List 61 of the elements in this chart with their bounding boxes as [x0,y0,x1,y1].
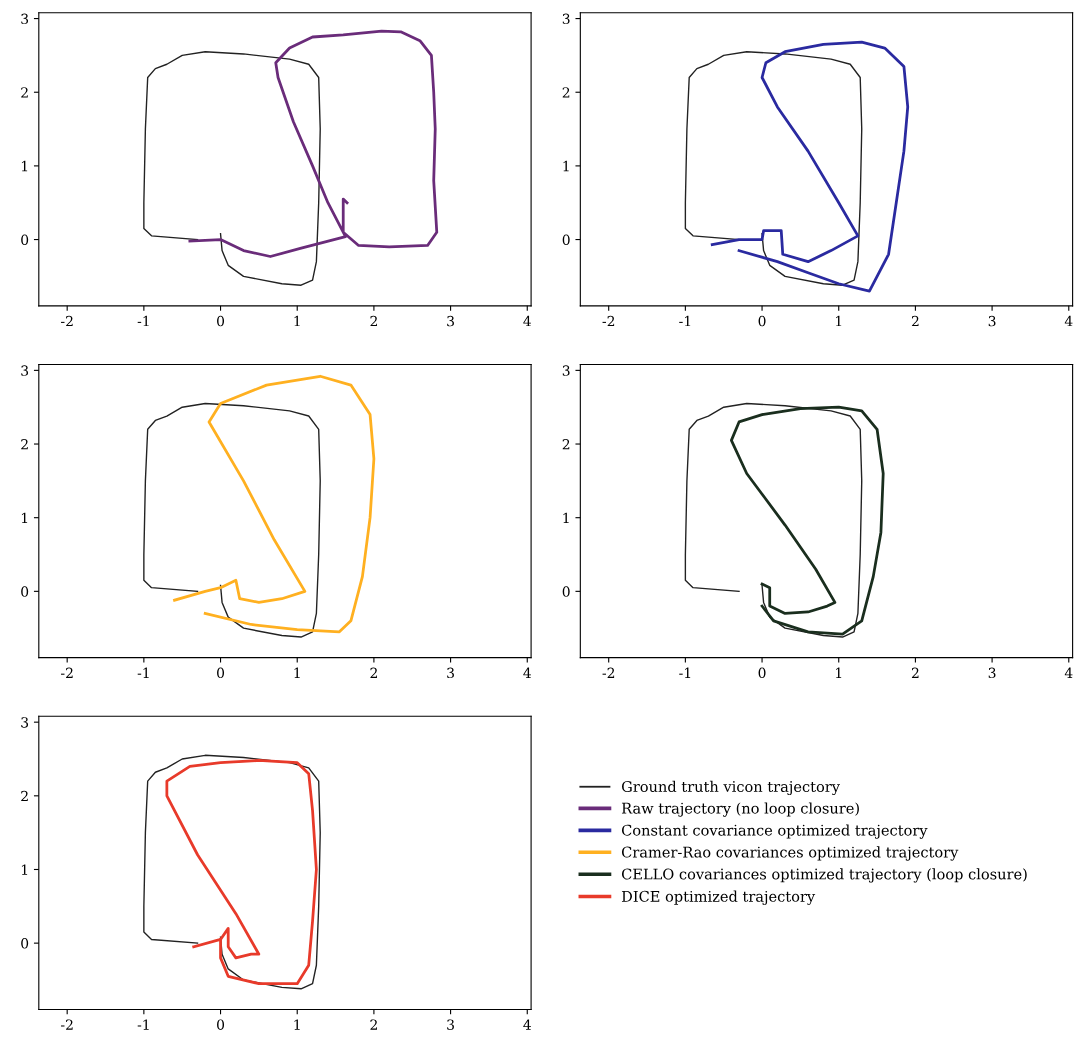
x-tick-label: 1 [836,667,842,678]
y-tick-label: 0 [21,938,29,949]
x-tick-label: -2 [602,667,615,678]
x-tick-label: -2 [61,1019,73,1030]
y-tick-label: 0 [21,234,29,246]
x-tick-label: -1 [679,667,691,678]
y-tick-label: 2 [21,439,28,450]
x-tick-label: -1 [137,315,149,327]
legend-label: Constant covariance optimized trajectory [621,824,928,839]
x-tick-label: 1 [294,667,300,678]
y-tick-label: 0 [562,234,570,246]
y-tick-label: 2 [562,87,570,98]
x-tick-label: -1 [679,315,691,327]
y-tick-label: 3 [21,717,29,728]
x-tick-label: -1 [137,1019,149,1030]
x-tick-label: 0 [758,667,766,679]
y-tick-label: 1 [21,512,28,523]
x-tick-label: 0 [217,667,225,679]
x-tick-label: 3 [988,315,996,327]
x-tick-label: -1 [137,667,149,678]
x-tick-label: 2 [911,667,919,678]
x-tick-label: 0 [758,315,766,327]
y-tick-label: 0 [562,586,570,597]
y-tick-label: 1 [563,512,569,523]
x-tick-label: 2 [370,1019,377,1030]
legend-label: DICE optimized trajectory [621,890,816,905]
y-tick-label: 3 [21,13,29,25]
y-tick-label: 1 [21,864,28,875]
x-tick-label: -2 [61,667,73,678]
y-tick-label: 3 [562,365,570,376]
x-tick-label: -2 [61,315,73,327]
x-tick-label: 0 [217,315,225,327]
x-tick-label: 3 [988,667,996,679]
x-tick-label: 3 [447,315,454,327]
x-tick-label: 4 [1064,315,1073,327]
y-tick-label: 2 [562,439,570,450]
y-tick-label: 3 [21,365,29,376]
x-tick-label: 4 [523,667,531,678]
y-tick-label: 2 [21,790,28,802]
x-tick-label: 2 [370,667,377,678]
legend-label: Ground truth vicon trajectory [621,780,840,796]
y-tick-label: 0 [21,586,29,597]
legend-label: Cramer-Rao covariances optimized trajectory [621,846,959,861]
legend-label: Raw trajectory (no loop closure) [621,802,859,817]
y-tick-label: 2 [21,87,28,98]
x-tick-label: 3 [447,1019,454,1030]
text: CELLO covariances optimized trajectory (loop closure) [621,868,1027,883]
x-tick-label: 3 [447,667,454,679]
y-tick-label: 1 [21,160,28,172]
x-tick-label: 2 [911,315,919,327]
x-tick-label: 1 [294,315,300,327]
x-tick-label: 1 [836,315,842,327]
x-tick-label: 4 [523,1019,531,1030]
y-tick-label: 1 [563,160,569,172]
x-tick-label: 4 [1064,667,1073,678]
x-tick-label: 1 [294,1019,300,1030]
x-tick-label: 4 [523,315,531,327]
x-tick-label: 2 [370,315,377,327]
x-tick-label: -2 [602,315,615,327]
y-tick-label: 3 [562,13,570,25]
x-tick-label: 0 [217,1019,225,1030]
